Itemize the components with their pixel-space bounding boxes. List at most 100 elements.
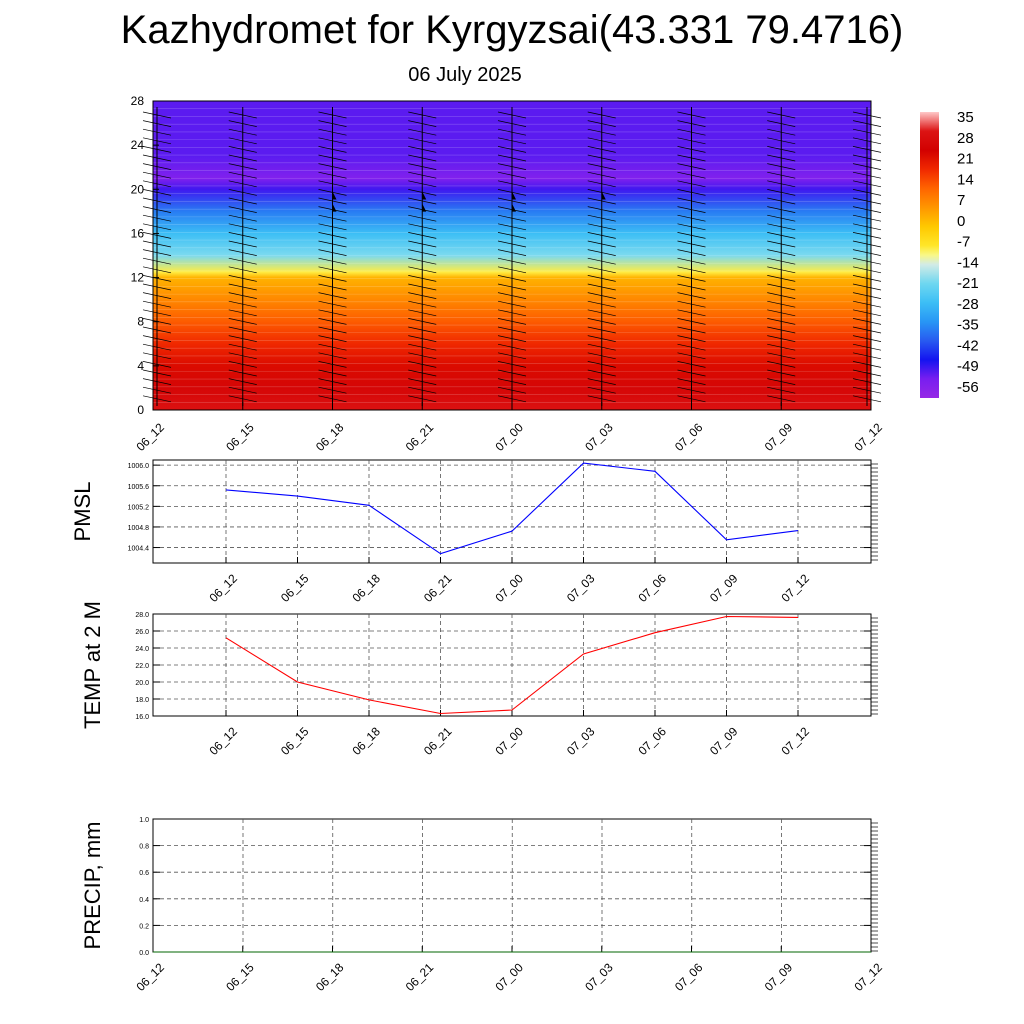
wind-barb bbox=[318, 361, 347, 368]
wind-barb bbox=[142, 128, 172, 136]
wind-barb bbox=[142, 223, 172, 231]
wind-barb bbox=[677, 223, 706, 231]
y-tick-label: 22.0 bbox=[135, 663, 149, 670]
x-tick-label: 07_09 bbox=[707, 571, 741, 605]
y-tick-label: 0 bbox=[137, 403, 144, 417]
wind-barb bbox=[677, 378, 706, 385]
wind-barb bbox=[408, 369, 437, 377]
wind-barb bbox=[852, 146, 882, 153]
y-tick-label: 1005.2 bbox=[128, 504, 150, 511]
wind-barb bbox=[142, 326, 172, 334]
wind-barb bbox=[852, 163, 882, 170]
wind-barb bbox=[142, 335, 172, 342]
wind-barb bbox=[318, 223, 347, 231]
wind-barb bbox=[228, 361, 257, 368]
y-tick-label: 1004.4 bbox=[128, 546, 150, 553]
wind-barb bbox=[852, 266, 882, 274]
colorbar-label: 21 bbox=[957, 151, 974, 168]
wind-barb bbox=[852, 232, 882, 239]
wind-barb-column bbox=[677, 107, 706, 406]
wind-barb bbox=[228, 180, 257, 188]
wind-barb bbox=[497, 386, 527, 394]
wind-barb bbox=[228, 206, 257, 213]
x-tick-label: 07_09 bbox=[762, 960, 796, 994]
series-line bbox=[225, 615, 799, 715]
wind-barb bbox=[408, 171, 437, 179]
wind-barb bbox=[408, 361, 437, 368]
wind-barb bbox=[408, 223, 437, 231]
wind-barb bbox=[497, 249, 527, 256]
x-tick-label: 07_00 bbox=[492, 571, 526, 605]
y-tick-label: 28.0 bbox=[135, 612, 149, 619]
wind-barb bbox=[228, 171, 257, 179]
wind-barb bbox=[497, 257, 527, 265]
wind-barb bbox=[677, 326, 706, 334]
y-tick-label: 20.0 bbox=[135, 680, 149, 687]
wind-barb bbox=[408, 257, 437, 265]
wind-barb bbox=[408, 111, 437, 119]
wind-barb-column bbox=[587, 107, 616, 406]
wind-barb bbox=[587, 154, 616, 162]
precip-panel: 0.0 0.2 0.4 0.6 0.8 1.0 06_12 06_15 06_18 06_21 07… bbox=[80, 817, 885, 994]
wind-barb bbox=[677, 352, 706, 360]
wind-barb bbox=[318, 335, 347, 342]
wind-barb bbox=[852, 171, 882, 179]
wind-barb bbox=[408, 266, 437, 274]
wind-barb bbox=[408, 386, 437, 394]
wind-barb bbox=[677, 318, 706, 325]
wind-barb bbox=[142, 257, 172, 265]
y-tick-label: 16 bbox=[131, 226, 145, 240]
wind-barb bbox=[677, 275, 706, 282]
colorbar-label: 0 bbox=[957, 213, 965, 230]
wind-barb bbox=[142, 163, 172, 170]
wind-barb bbox=[767, 309, 796, 317]
wind-barb bbox=[852, 326, 882, 334]
colorbar-label: 7 bbox=[957, 192, 965, 209]
wind-barb bbox=[318, 146, 347, 153]
wind-barb bbox=[228, 223, 257, 231]
wind-barb bbox=[318, 318, 347, 325]
wind-barb bbox=[228, 154, 257, 162]
wind-barb bbox=[767, 300, 796, 308]
wind-barb bbox=[852, 240, 882, 248]
wind-barb bbox=[767, 171, 796, 179]
wind-barb bbox=[767, 240, 796, 248]
y-tick-label: 24.0 bbox=[135, 646, 149, 653]
wind-barb bbox=[587, 171, 616, 179]
wind-barb bbox=[677, 128, 706, 136]
y-tick-label: 1005.6 bbox=[128, 484, 150, 491]
wind-barb bbox=[318, 249, 347, 256]
wind-barb bbox=[228, 309, 257, 317]
wind-barb bbox=[497, 309, 527, 317]
wind-barb bbox=[408, 146, 437, 153]
wind-barb bbox=[408, 292, 437, 299]
wind-barb-column bbox=[852, 107, 882, 406]
wind-barb bbox=[142, 240, 172, 248]
wind-flag bbox=[422, 191, 427, 200]
wind-barb bbox=[677, 292, 706, 299]
wind-barb-column bbox=[142, 107, 172, 406]
wind-barb bbox=[408, 240, 437, 248]
wind-barb bbox=[318, 292, 347, 299]
x-tick-label: 06_15 bbox=[223, 960, 257, 994]
wind-barb bbox=[497, 154, 527, 162]
wind-barb bbox=[142, 206, 172, 213]
x-tick-label: 07_00 bbox=[492, 724, 526, 758]
wind-barb bbox=[767, 111, 796, 119]
wind-barb bbox=[677, 232, 706, 239]
wind-barb bbox=[497, 343, 527, 351]
wind-barb bbox=[408, 154, 437, 162]
x-tick-label: 06_12 bbox=[133, 420, 167, 454]
wind-barb bbox=[767, 283, 796, 291]
x-tick-label: 07_12 bbox=[778, 724, 812, 758]
wind-barb bbox=[767, 266, 796, 274]
wind-barb bbox=[587, 275, 616, 282]
wind-barb bbox=[587, 266, 616, 274]
wind-barb bbox=[142, 189, 172, 196]
wind-barb bbox=[767, 257, 796, 265]
wind-barb bbox=[587, 137, 616, 145]
wind-barb bbox=[408, 283, 437, 291]
wind-barb bbox=[767, 326, 796, 334]
wind-barb bbox=[228, 292, 257, 299]
wind-barb bbox=[228, 197, 257, 205]
